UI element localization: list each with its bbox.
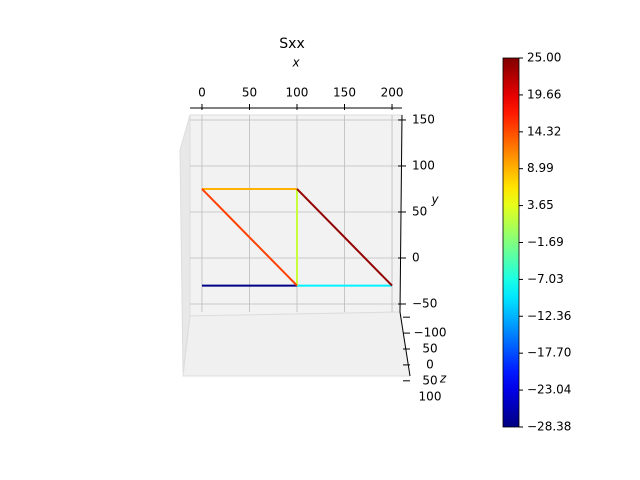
x-axis-label: x [291, 56, 300, 70]
colorbar-tick-label: 8.99 [527, 161, 554, 175]
colorbar-tick-label: 3.65 [527, 198, 554, 212]
z-tick-label: 50 [422, 373, 437, 387]
colorbar-tick-label: −28.38 [527, 420, 571, 434]
colorbar-tick-label: −17.70 [527, 346, 571, 360]
y-tick-label: 0 [412, 250, 420, 264]
z-tick-label: 0 [426, 358, 434, 372]
y-axis-label: y [430, 193, 439, 207]
colorbar [502, 57, 520, 428]
z-tick-label: 50 [422, 342, 437, 356]
x-tick-label: 100 [286, 86, 309, 100]
z-tick-label: −100 [414, 326, 447, 340]
colorbar-tick-label: −23.04 [527, 383, 571, 397]
y-tick-label: −50 [412, 296, 437, 310]
x-tick-label: 200 [381, 86, 404, 100]
x-tick-label: 0 [198, 86, 206, 100]
y-tick-label: 50 [412, 204, 427, 218]
z-tick-label: 100 [419, 389, 442, 403]
x-tick-label: 150 [333, 86, 356, 100]
x-tick-label: 50 [242, 86, 257, 100]
colorbar-tick-label: 14.32 [527, 124, 561, 138]
bottom-pane [182, 311, 411, 377]
colorbar-tick-label: 25.00 [527, 51, 561, 65]
colorbar-tick-label: −7.03 [527, 272, 564, 286]
colorbar-tick-label: −12.36 [527, 309, 571, 323]
y-tick-label: 150 [412, 112, 435, 126]
colorbar-tick-label: 19.66 [527, 87, 561, 101]
y-axis-line [399, 114, 403, 313]
segment [201, 188, 298, 287]
z-axis-label: z [439, 372, 447, 386]
colorbar-tick-label: −1.69 [527, 235, 564, 249]
chart-title: Sxx [279, 36, 304, 52]
segment [296, 188, 393, 287]
y-tick-label: 100 [412, 158, 435, 172]
